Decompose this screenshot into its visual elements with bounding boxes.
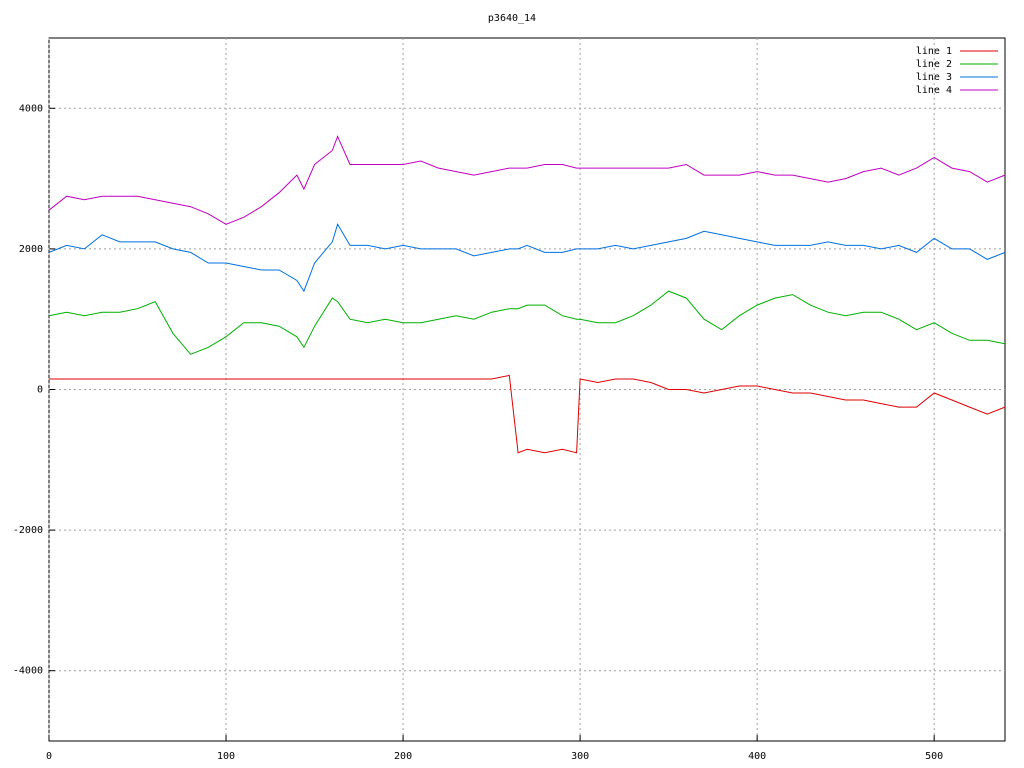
x-tick-label: 300 — [571, 751, 589, 762]
legend-label: line 1 — [916, 46, 952, 57]
y-tick-label: 4000 — [19, 103, 43, 114]
x-tick-label: 200 — [394, 751, 412, 762]
data-line — [49, 374, 1006, 454]
x-tick-label: 100 — [217, 751, 235, 762]
chart-title: p3640_14 — [488, 13, 536, 24]
y-tick-label: 2000 — [19, 244, 43, 255]
y-tick-label: -4000 — [13, 666, 43, 677]
plot-frame — [48, 37, 1006, 742]
y-tick-label: 0 — [37, 385, 43, 396]
legend-label: line 2 — [916, 59, 952, 70]
legend-label: line 4 — [916, 85, 952, 96]
data-line — [48, 135, 1006, 225]
legend-label: line 3 — [916, 72, 952, 83]
data-line — [48, 290, 1006, 355]
y-tick-label: -2000 — [13, 525, 43, 536]
data-line — [48, 223, 1006, 293]
x-tick-label: 500 — [925, 751, 943, 762]
x-tick-label: 0 — [46, 751, 52, 762]
x-tick-label: 400 — [748, 751, 766, 762]
